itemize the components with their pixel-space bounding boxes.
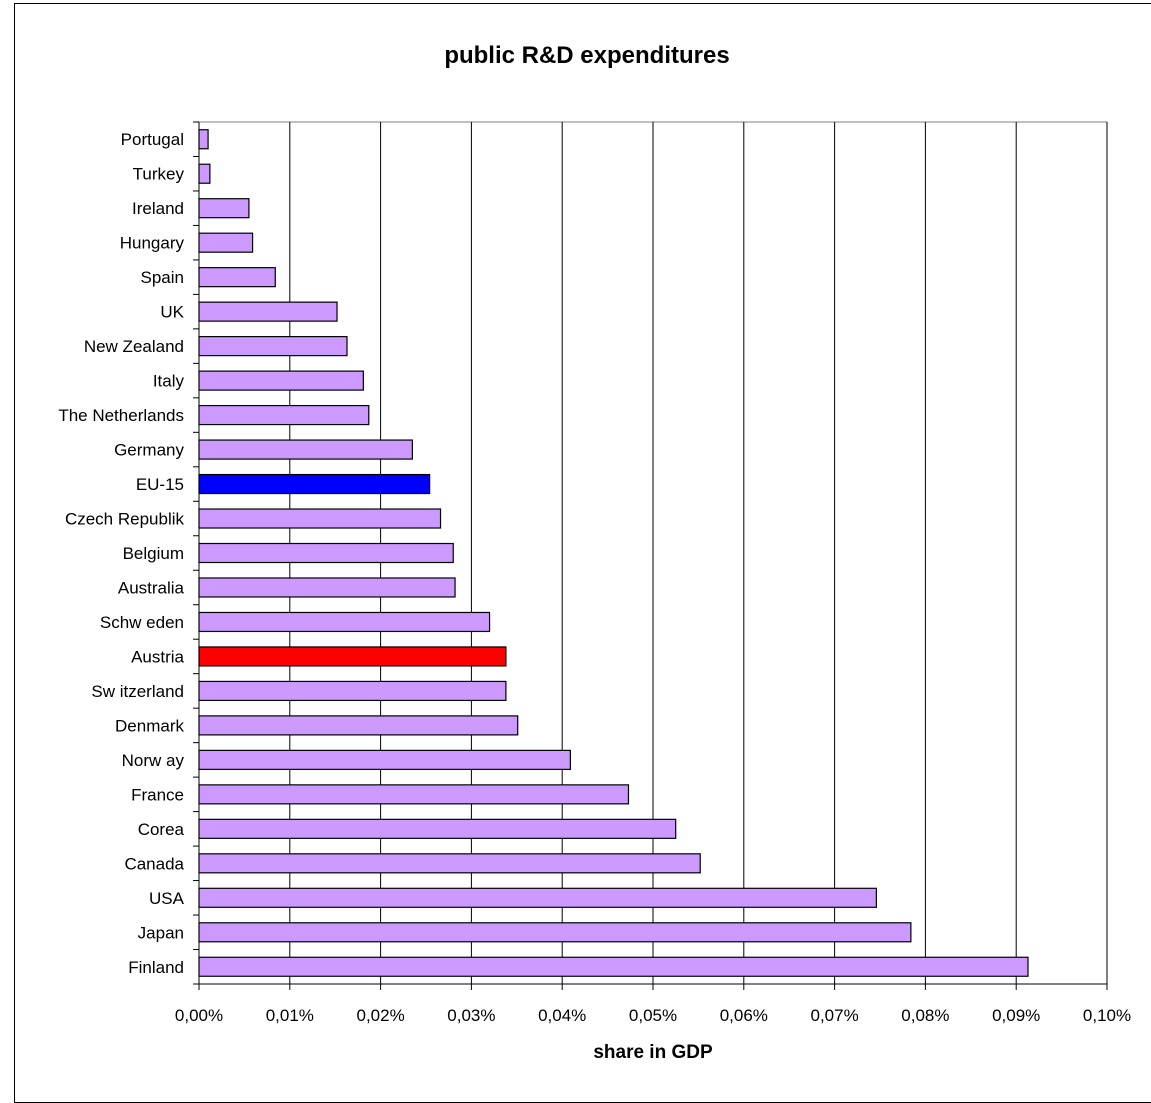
x-tick-label: 0,02% bbox=[356, 1006, 404, 1025]
bar-hungary bbox=[198, 232, 254, 253]
category-label: Hungary bbox=[120, 234, 185, 253]
category-label: Austria bbox=[131, 647, 184, 666]
x-tick-label: 0,10% bbox=[1083, 1006, 1131, 1025]
bar-ireland bbox=[198, 198, 250, 219]
x-axis-title: share in GDP bbox=[593, 1042, 713, 1063]
category-label: Japan bbox=[138, 923, 184, 942]
category-label: Portugal bbox=[121, 130, 184, 149]
bar-spain bbox=[198, 267, 276, 288]
category-label: Belgium bbox=[123, 544, 184, 563]
bar-france bbox=[198, 784, 630, 805]
category-label: EU-15 bbox=[136, 475, 184, 494]
bar-czech-republik bbox=[198, 508, 442, 529]
category-labels: Portugal Turkey Ireland Hungary Spain UK New Z… bbox=[58, 130, 184, 977]
x-tick-label: 0,08% bbox=[901, 1006, 949, 1025]
bar-germany bbox=[198, 439, 413, 460]
category-label: France bbox=[131, 785, 184, 804]
x-tick-labels: 0,00% 0,01% 0,02% 0,03% 0,04% 0,05% 0,06% 0,07%… bbox=[175, 1006, 1131, 1025]
x-tick-label: 0,03% bbox=[447, 1006, 495, 1025]
category-label: Denmark bbox=[115, 716, 184, 735]
category-label: UK bbox=[160, 303, 184, 322]
bar-turkey bbox=[198, 163, 211, 184]
bar-uk bbox=[198, 301, 338, 322]
category-label: Corea bbox=[138, 820, 185, 839]
bar-italy bbox=[198, 370, 364, 391]
x-tick-label: 0,09% bbox=[992, 1006, 1040, 1025]
bar-corea bbox=[198, 818, 677, 839]
bar-canada bbox=[198, 853, 701, 874]
bar-finland bbox=[198, 956, 1029, 977]
bar-australia bbox=[198, 577, 456, 598]
category-label: USA bbox=[149, 889, 185, 908]
x-tick-label: 0,06% bbox=[720, 1006, 768, 1025]
category-label: New Zealand bbox=[84, 337, 184, 356]
x-tick-label: 0,01% bbox=[266, 1006, 314, 1025]
bar-denmark bbox=[198, 715, 519, 736]
bar-sw-itzerland bbox=[198, 680, 507, 702]
bar-the-netherlands bbox=[198, 404, 370, 426]
category-label: Germany bbox=[114, 441, 184, 460]
bar-eu-15 bbox=[198, 473, 431, 495]
x-tick-label: 0,04% bbox=[538, 1006, 586, 1025]
chart-title: public R&D expenditures bbox=[444, 42, 729, 69]
bar-norw-ay bbox=[198, 749, 571, 770]
category-label: Czech Republik bbox=[65, 510, 185, 529]
bar-japan bbox=[198, 922, 912, 943]
category-label: Turkey bbox=[133, 165, 185, 184]
x-tick-label: 0,00% bbox=[175, 1006, 223, 1025]
category-label: Sw itzerland bbox=[91, 682, 184, 701]
category-label: Norw ay bbox=[122, 751, 185, 770]
bar-usa bbox=[198, 887, 877, 908]
bar-belgium bbox=[198, 542, 454, 564]
category-label: Schw eden bbox=[100, 613, 184, 632]
bars bbox=[198, 129, 1029, 977]
category-label: Canada bbox=[124, 854, 184, 873]
category-label: Ireland bbox=[132, 199, 184, 218]
x-tick-label: 0,05% bbox=[629, 1006, 677, 1025]
bar-schw-eden bbox=[198, 611, 491, 633]
bar-portugal bbox=[198, 129, 209, 150]
category-label: The Netherlands bbox=[58, 406, 184, 425]
category-label: Australia bbox=[118, 578, 185, 597]
bar-austria bbox=[198, 646, 507, 667]
bar-new-zealand bbox=[198, 336, 348, 357]
category-label: Finland bbox=[128, 958, 184, 977]
category-label: Spain bbox=[141, 268, 184, 287]
category-label: Italy bbox=[153, 372, 185, 391]
x-tick-label: 0,07% bbox=[810, 1006, 858, 1025]
